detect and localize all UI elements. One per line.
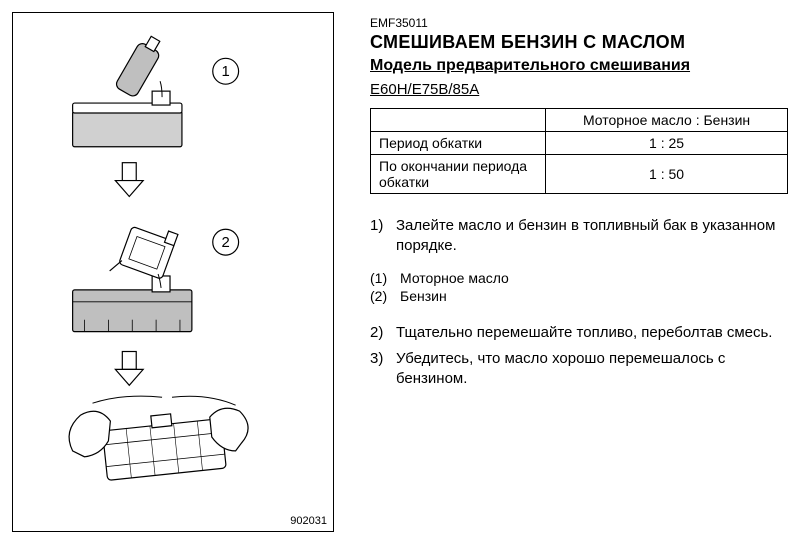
- legend-item: (1) Моторное масло: [370, 269, 788, 287]
- step-text: Залейте масло и бензин в топливный бак в…: [396, 216, 788, 257]
- step-number: 3): [370, 349, 396, 390]
- step-number: 1): [370, 216, 396, 257]
- step-text: Тщательно перемешайте топливо, переболта…: [396, 323, 772, 343]
- row-label: Период обкатки: [371, 132, 546, 155]
- table-row: Период обкатки 1 : 25: [371, 132, 788, 155]
- row-value: 1 : 25: [546, 132, 788, 155]
- step-text: Убедитесь, что масло хорошо перемешалось…: [396, 349, 788, 390]
- legend-text: Бензин: [400, 287, 447, 305]
- ratio-table: Моторное масло : Бензин Период обкатки 1…: [370, 108, 788, 194]
- text-column: EMF35011 СМЕШИВАЕМ БЕНЗИН С МАСЛОМ Модел…: [352, 12, 788, 534]
- document-code: EMF35011: [370, 16, 788, 30]
- step-item: 2) Тщательно перемешайте топливо, перебо…: [370, 323, 788, 343]
- table-row: По окончании периода обкатки 1 : 50: [371, 155, 788, 194]
- legend-number: (1): [370, 269, 400, 287]
- step-item: 1) Залейте масло и бензин в топливный ба…: [370, 216, 788, 257]
- page-subtitle: Модель предварительного смешивания: [370, 57, 788, 75]
- legend-number: (2): [370, 287, 400, 305]
- row-label: По окончании периода обкатки: [371, 155, 546, 194]
- steps-list: 1) Залейте масло и бензин в топливный ба…: [370, 216, 788, 390]
- legend: (1) Моторное масло (2) Бензин: [370, 269, 788, 305]
- step-number: 2): [370, 323, 396, 343]
- mixing-diagram: 1: [13, 13, 333, 531]
- model-list: E60H/E75B/85A: [370, 81, 788, 98]
- diagram-code: 902031: [290, 515, 327, 527]
- page-title: СМЕШИВАЕМ БЕНЗИН С МАСЛОМ: [370, 32, 788, 53]
- svg-text:1: 1: [222, 64, 230, 80]
- step-item: 3) Убедитесь, что масло хорошо перемешал…: [370, 349, 788, 390]
- legend-text: Моторное масло: [400, 269, 509, 287]
- svg-text:2: 2: [222, 235, 230, 251]
- table-header-ratio: Моторное масло : Бензин: [546, 109, 788, 132]
- row-value: 1 : 50: [546, 155, 788, 194]
- legend-item: (2) Бензин: [370, 287, 788, 305]
- diagram-frame: 1: [12, 12, 334, 532]
